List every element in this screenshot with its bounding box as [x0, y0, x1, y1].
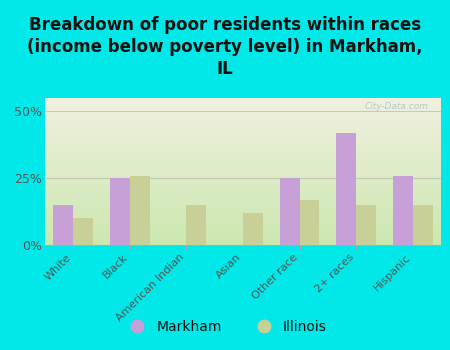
Bar — [393, 175, 413, 245]
Text: City-Data.com: City-Data.com — [365, 103, 429, 111]
Legend: Markham, Illinois: Markham, Illinois — [117, 314, 333, 340]
Bar — [54, 205, 73, 245]
Bar — [73, 218, 93, 245]
Bar — [280, 178, 300, 245]
Bar — [336, 133, 356, 245]
Bar — [186, 205, 206, 245]
Bar — [356, 205, 376, 245]
Bar — [243, 213, 263, 245]
Bar — [130, 175, 150, 245]
Bar — [110, 178, 130, 245]
Text: Breakdown of poor residents within races
(income below poverty level) in Markham: Breakdown of poor residents within races… — [27, 16, 423, 78]
Bar — [300, 199, 319, 245]
Bar — [413, 205, 432, 245]
